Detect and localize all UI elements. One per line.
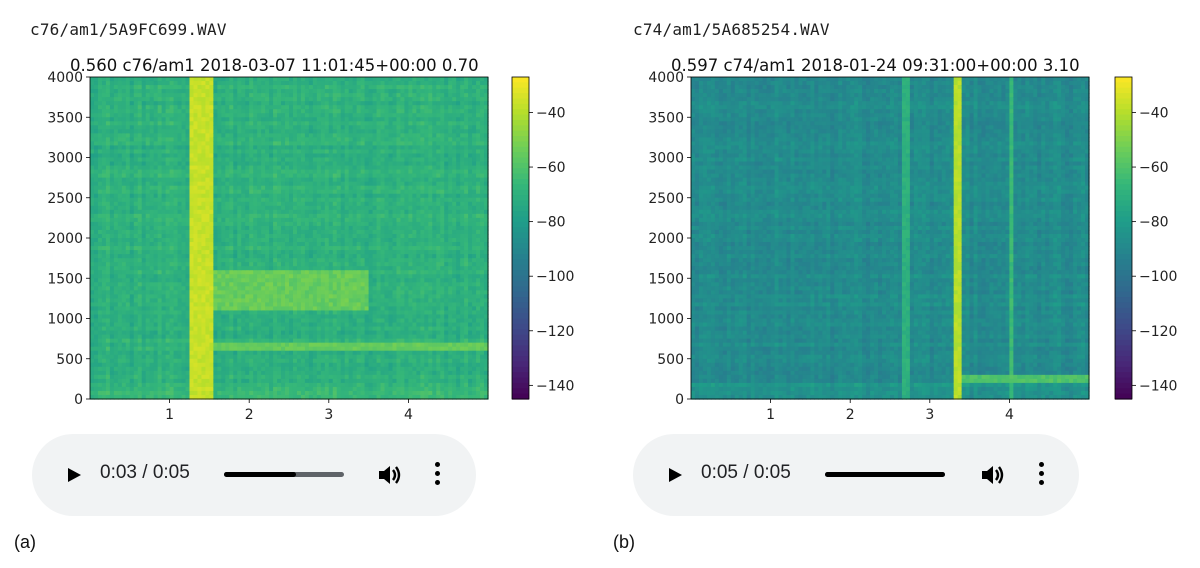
seek-progress [825, 472, 945, 477]
time-display: 0:05 / 0:05 [701, 462, 791, 483]
y-tick-label: 500 [56, 352, 83, 368]
y-tick-label: 1500 [47, 271, 83, 287]
x-tick-label: 2 [846, 407, 855, 423]
colorbar-tick-label: −40 [536, 105, 566, 121]
colorbar-tick-label: −60 [1139, 160, 1169, 176]
plot-title: 0.560 c76/am1 2018-03-07 11:01:45+00:00 … [70, 56, 479, 75]
colorbar-tick-label: −60 [536, 160, 566, 176]
spectrogram-panel-b: c74/am1/5A685254.WAV 0.597 c74/am1 2018-… [603, 0, 1200, 568]
colorbar-tick-label: −120 [1139, 324, 1177, 340]
x-tick-label: 1 [165, 407, 174, 423]
play-icon[interactable] [64, 465, 84, 485]
spectrogram-chart: 0 500 1000 1500 2000 2500 3000 3500 4000 1 2 3 4 −40 −… [648, 70, 1177, 423]
y-tick-label: 500 [657, 352, 684, 368]
colorbar-tick-label: −140 [536, 378, 574, 394]
y-tick-label: 1500 [648, 271, 684, 287]
y-tick-label: 2000 [648, 231, 684, 247]
volume-icon[interactable] [377, 463, 403, 487]
audio-player: 0:03 / 0:05 [32, 434, 476, 516]
time-display: 0:03 / 0:05 [100, 462, 190, 483]
audio-player: 0:05 / 0:05 [633, 434, 1079, 516]
volume-icon[interactable] [980, 463, 1006, 487]
spectrogram-panel-a: c76/am1/5A9FC699.WAV 0.560 c76/am1 2018-… [14, 20, 574, 552]
y-tick-label: 3000 [648, 151, 684, 167]
y-tick-label: 0 [74, 392, 83, 408]
colorbar-tick-label: −80 [536, 215, 566, 231]
spectrogram-chart: 0 500 1000 1500 2000 2500 3000 3500 4000 1 2 3 4 −40 −… [47, 70, 574, 423]
y-tick-label: 2500 [648, 191, 684, 207]
x-tick-label: 3 [925, 407, 934, 423]
y-tick-label: 1000 [648, 312, 684, 328]
y-tick-label: 3500 [47, 110, 83, 126]
y-tick-label: 4000 [648, 70, 684, 86]
x-tick-label: 4 [404, 407, 413, 423]
seek-progress [224, 472, 296, 477]
spectrogram-cells [691, 77, 1090, 400]
colorbar-tick-label: −120 [536, 324, 574, 340]
seek-slider[interactable] [224, 472, 344, 477]
colorbar [1115, 77, 1132, 400]
colorbar-tick-label: −140 [1139, 378, 1177, 394]
x-tick-label: 4 [1005, 407, 1014, 423]
spectrogram-cells [90, 77, 489, 400]
y-tick-label: 1000 [47, 312, 83, 328]
figure-caption: (b) [613, 532, 635, 552]
y-tick-label: 4000 [47, 70, 83, 86]
more-options-icon[interactable] [1036, 462, 1046, 488]
colorbar-tick-label: −40 [1139, 105, 1169, 121]
colorbar-tick-label: −100 [1139, 269, 1177, 285]
colorbar-frame [511, 76, 530, 400]
colorbar-tick-label: −100 [536, 269, 574, 285]
x-tick-label: 1 [766, 407, 775, 423]
play-icon[interactable] [665, 465, 685, 485]
filename-label: c74/am1/5A685254.WAV [633, 20, 830, 39]
more-options-icon[interactable] [432, 462, 442, 488]
x-tick-label: 2 [245, 407, 254, 423]
figure-caption: (a) [14, 532, 36, 552]
filename-label: c76/am1/5A9FC699.WAV [30, 20, 227, 39]
y-tick-label: 3000 [47, 151, 83, 167]
y-tick-label: 2500 [47, 191, 83, 207]
x-tick-label: 3 [324, 407, 333, 423]
y-tick-label: 2000 [47, 231, 83, 247]
colorbar-frame [1114, 76, 1133, 400]
y-tick-label: 0 [675, 392, 684, 408]
plot-title: 0.597 c74/am1 2018-01-24 09:31:00+00:00 … [671, 56, 1080, 75]
y-tick-label: 3500 [648, 110, 684, 126]
seek-slider[interactable] [825, 472, 945, 477]
colorbar [512, 77, 529, 400]
colorbar-tick-label: −80 [1139, 215, 1169, 231]
